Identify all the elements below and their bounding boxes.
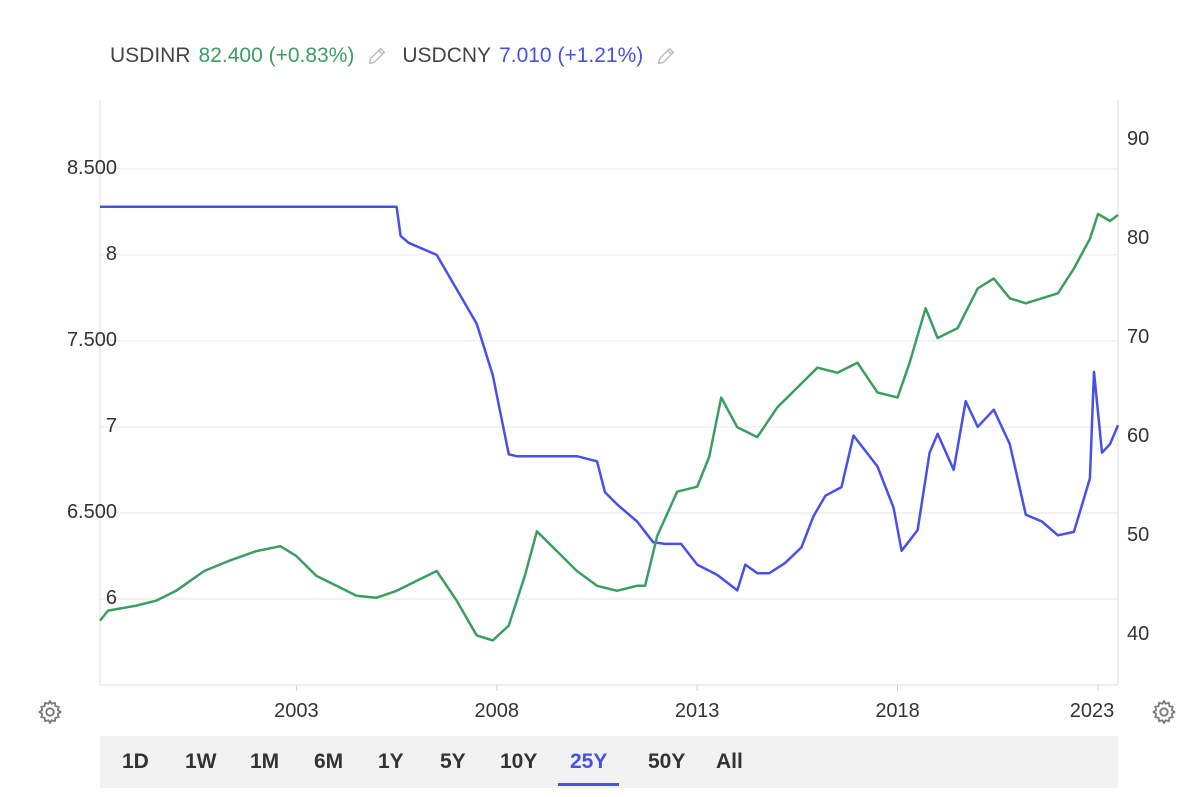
left-axis-tick-label: 6 — [105, 586, 117, 609]
range-button-all[interactable]: All — [716, 750, 743, 773]
right-axis-tick-label: 60 — [1127, 425, 1150, 448]
x-axis-tick-label: 2023 — [1069, 700, 1115, 722]
gear-icon[interactable] — [1150, 698, 1178, 726]
right-axis-tick-label: 90 — [1127, 127, 1150, 150]
range-button-6m[interactable]: 6M — [314, 750, 344, 773]
pencil-icon[interactable] — [655, 45, 677, 67]
legend-value-usdcny: 7.010 (+1.21%) — [499, 44, 644, 67]
gear-icon[interactable] — [36, 698, 64, 726]
range-button-5y[interactable]: 5Y — [440, 750, 466, 773]
legend: USDINR 82.400 (+0.83%) USDCNY 7.010 (+1.… — [110, 44, 691, 68]
right-axis-tick-label: 50 — [1127, 524, 1150, 547]
range-button-10y[interactable]: 10Y — [500, 750, 538, 773]
left-axis-tick-label: 8.500 — [66, 156, 117, 179]
legend-symbol-usdcny: USDCNY — [402, 44, 492, 67]
range-button-25y[interactable]: 25Y — [558, 750, 620, 786]
range-selector: 1D 1W 1M 6M 1Y 5Y 10Y 25Y 50Y All — [100, 736, 1118, 788]
x-axis-tick-label: 2013 — [674, 700, 720, 722]
range-button-1y[interactable]: 1Y — [378, 750, 404, 773]
right-axis-tick-label: 40 — [1127, 623, 1150, 646]
series-line-usdinr — [99, 212, 1119, 642]
range-button-1w[interactable]: 1W — [185, 750, 217, 773]
legend-value-usdinr: 82.400 (+0.83%) — [198, 44, 355, 67]
legend-symbol-usdinr: USDINR — [110, 44, 191, 67]
right-axis-tick-label: 70 — [1127, 325, 1150, 348]
left-axis-tick-label: 7 — [105, 414, 117, 437]
x-axis-tick-label: 2003 — [274, 700, 319, 722]
range-button-1m[interactable]: 1M — [250, 750, 280, 773]
series-line-usdcny — [100, 205, 1120, 592]
range-button-1d[interactable]: 1D — [122, 750, 149, 773]
left-axis-tick-label: 6.500 — [66, 500, 117, 523]
x-axis-tick-label: 2008 — [474, 700, 520, 722]
x-tick-marks — [295, 685, 1099, 691]
left-axis-tick-label: 7.500 — [66, 328, 117, 351]
active-range-underline — [558, 783, 620, 786]
gridlines — [100, 168, 1118, 600]
right-axis-tick-label: 80 — [1127, 226, 1150, 249]
range-button-50y[interactable]: 50Y — [648, 750, 686, 773]
x-axis-tick-label: 2018 — [875, 700, 920, 722]
left-axis-tick-label: 8 — [105, 242, 117, 265]
pencil-icon[interactable] — [366, 45, 388, 67]
